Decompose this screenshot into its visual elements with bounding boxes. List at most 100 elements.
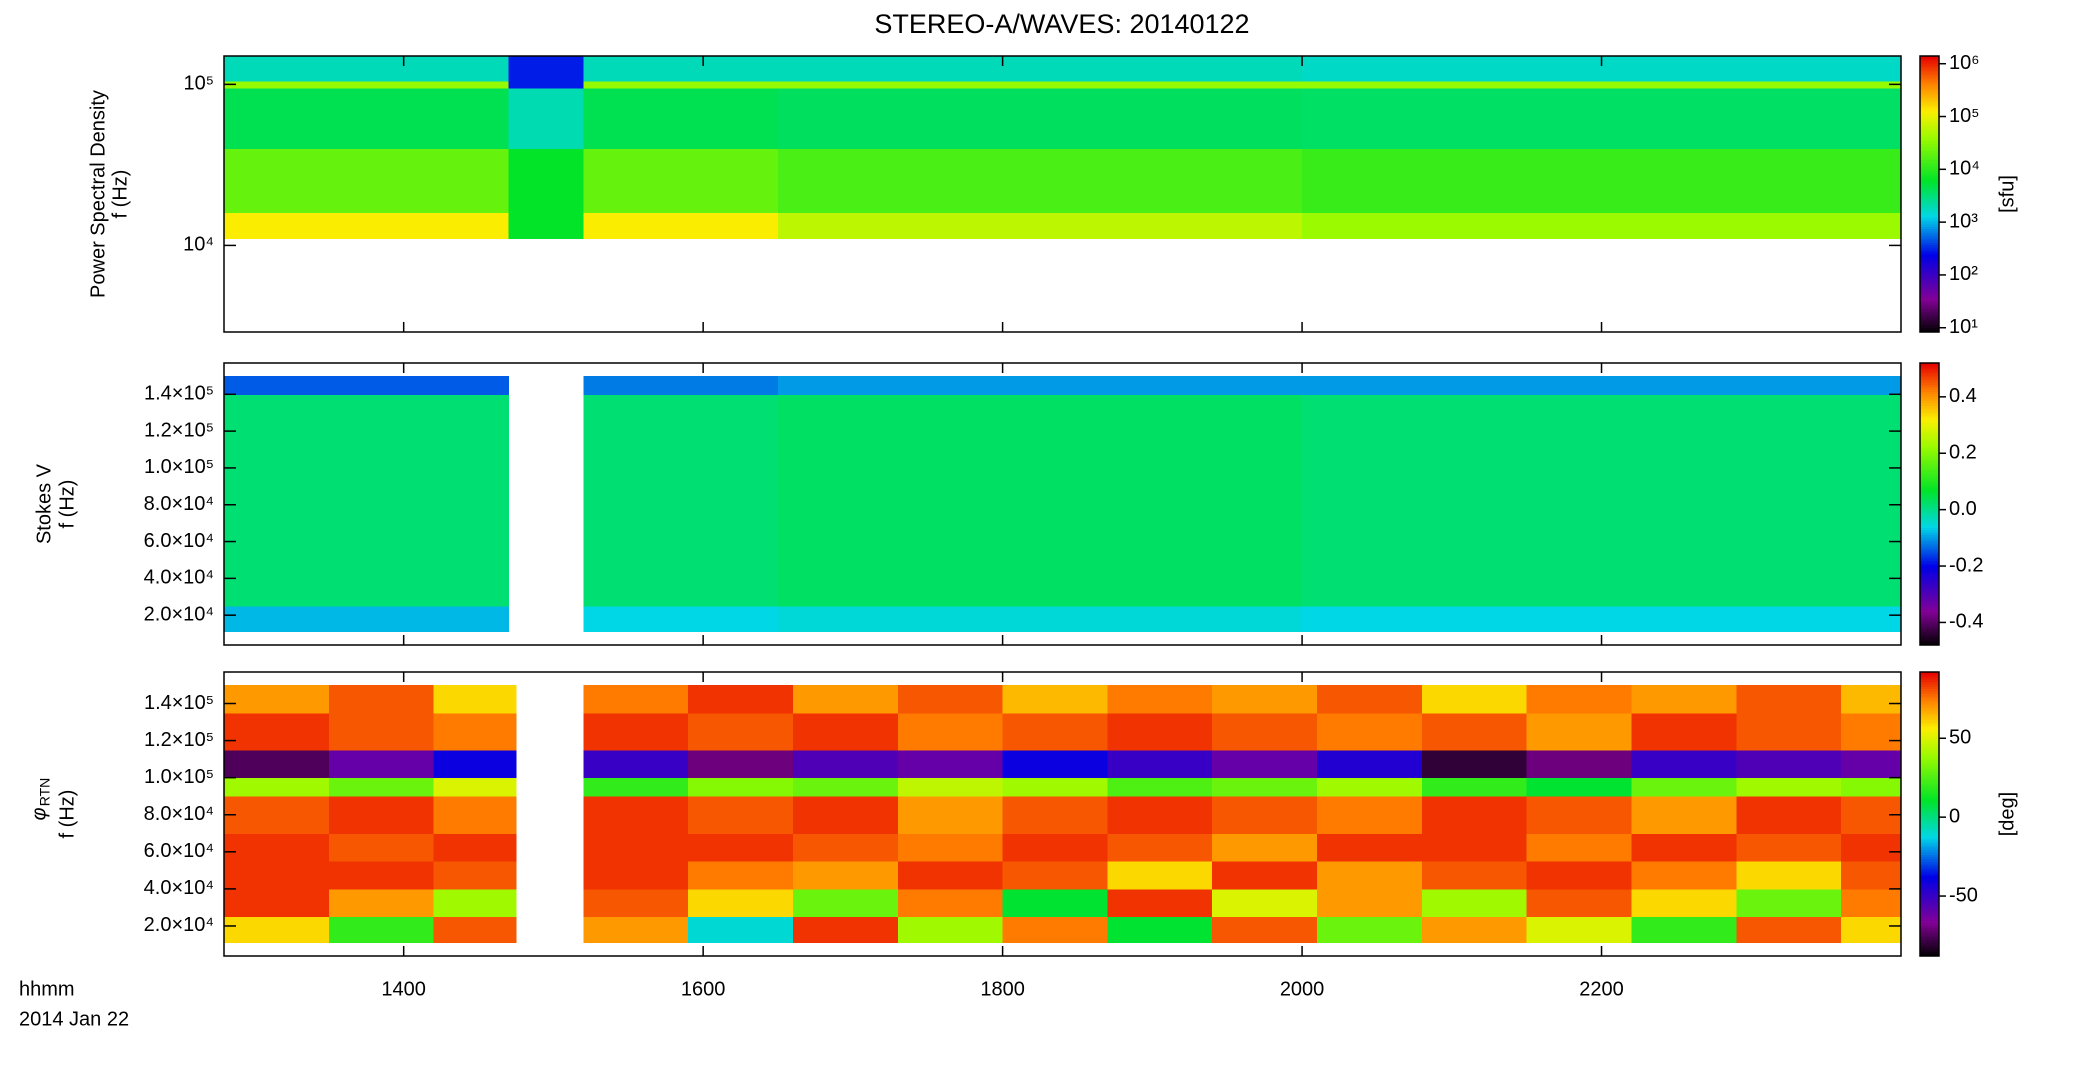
y-axis-label-subscript: RTN: [37, 778, 53, 807]
colorbar-segment: [1920, 764, 1939, 768]
colorbar-segment: [1920, 828, 1939, 832]
heatmap-cell: [1317, 833, 1423, 862]
colorbar-segment: [1920, 724, 1939, 728]
colorbar-segment: [1920, 196, 1939, 200]
heatmap-cell: [224, 375, 509, 395]
colorbar-segment: [1920, 913, 1939, 917]
colorbar-segment: [1920, 889, 1939, 893]
colorbar-segment: [1920, 274, 1939, 278]
heatmap-cell: [328, 916, 435, 943]
colorbar-segment: [1920, 951, 1939, 955]
colorbar-segment: [1920, 217, 1939, 220]
colorbar-segment: [1920, 814, 1939, 817]
colorbar-segment: [1920, 529, 1939, 533]
colorbar-tick-label: 50: [1949, 727, 1971, 749]
colorbar-segment: [1920, 299, 1939, 303]
colorbar-segment: [1920, 799, 1939, 803]
colorbar-tick-label: 0.2: [1949, 442, 1977, 464]
colorbar-segment: [1920, 482, 1939, 486]
colorbar-segment: [1920, 854, 1939, 858]
colorbar-segment: [1920, 182, 1939, 186]
colorbar-segment: [1920, 698, 1939, 701]
heatmap-cell: [433, 861, 517, 890]
colorbar-segment: [1920, 405, 1939, 409]
heatmap-cell: [897, 749, 1004, 779]
heatmap-cell: [328, 712, 435, 751]
heatmap-cell: [1107, 684, 1213, 714]
heatmap-cell: [778, 605, 1303, 632]
heatmap-cell: [433, 749, 517, 779]
heatmap-cell: [1002, 861, 1108, 890]
heatmap-cell: [1841, 861, 1902, 890]
colorbar-segment: [1920, 787, 1939, 791]
colorbar-segment: [1920, 816, 1939, 820]
colorbar-segment: [1920, 527, 1939, 531]
heatmap-cell: [1002, 777, 1108, 797]
colorbar-segment: [1920, 543, 1939, 547]
heatmap-cell: [1841, 888, 1902, 918]
colorbar-segment: [1920, 464, 1939, 467]
colorbar-segment: [1920, 426, 1939, 430]
colorbar-segment: [1920, 141, 1939, 144]
colorbar-segment: [1920, 166, 1939, 170]
heatmap-cell: [224, 212, 509, 240]
heatmap-cell: [688, 796, 794, 834]
heatmap-cell: [224, 56, 509, 82]
colorbar-segment: [1920, 386, 1939, 390]
heatmap-cell: [1002, 833, 1108, 862]
colorbar-segment: [1920, 766, 1939, 770]
colorbar-segment: [1920, 131, 1939, 135]
colorbar-segment: [1920, 908, 1939, 912]
colorbar-segment: [1920, 600, 1939, 604]
heatmap-cell: [1631, 833, 1737, 862]
colorbar-segment: [1920, 709, 1939, 713]
colorbar-segment: [1920, 447, 1939, 451]
colorbar-segment: [1920, 304, 1939, 308]
colorbar-segment: [1920, 612, 1939, 616]
heatmap-cell: [1002, 888, 1108, 918]
y-axis-label: f (Hz): [109, 170, 131, 219]
colorbar-segment: [1920, 223, 1939, 227]
colorbar-segment: [1920, 818, 1939, 822]
colorbar-segment: [1920, 506, 1939, 510]
colorbar-segment: [1920, 885, 1939, 888]
colorbar-tick-label: 10¹: [1949, 316, 1978, 338]
colorbar-segment: [1920, 882, 1939, 886]
heatmap-cell: [1212, 888, 1318, 918]
colorbar-segment: [1920, 681, 1939, 685]
colorbar-segment: [1920, 111, 1939, 115]
colorbar-segment: [1920, 911, 1939, 914]
colorbar-segment: [1920, 475, 1939, 479]
x-tick-label: 1800: [980, 978, 1025, 1000]
colorbar-segment: [1920, 311, 1939, 315]
colorbar-segment: [1920, 468, 1939, 472]
date-label: 2014 Jan 22: [19, 1008, 129, 1030]
heatmap-cell: [778, 375, 1303, 395]
y-tick-label: 4.0×10⁴: [144, 567, 214, 589]
colorbar-segment: [1920, 187, 1939, 190]
colorbar-segment: [1920, 877, 1939, 881]
colorbar-segment: [1920, 81, 1939, 85]
colorbar-segment: [1920, 778, 1939, 782]
heatmap-cell: [897, 888, 1004, 918]
colorbar-tick-label: 0.4: [1949, 385, 1977, 407]
heatmap-cell: [433, 712, 517, 751]
colorbar-segment: [1920, 113, 1939, 117]
colorbar-segment: [1920, 489, 1939, 493]
colorbar-segment: [1920, 440, 1939, 444]
heatmap-cell: [1212, 777, 1318, 797]
colorbar-segment: [1920, 212, 1939, 216]
colorbar-segment: [1920, 449, 1939, 453]
heatmap-cell: [1107, 888, 1213, 918]
colorbar-segment: [1920, 398, 1939, 402]
colorbar-segment: [1920, 428, 1939, 432]
colorbar-segment: [1920, 487, 1939, 491]
colorbar-segment: [1920, 761, 1939, 765]
colorbar-segment: [1920, 607, 1939, 611]
colorbar-segment: [1920, 205, 1939, 209]
colorbar-segment: [1920, 672, 1939, 675]
colorbar-segment: [1920, 804, 1939, 808]
colorbar-segment: [1920, 735, 1939, 739]
colorbar-segment: [1920, 849, 1939, 853]
y-tick-label: 10⁵: [183, 73, 214, 95]
